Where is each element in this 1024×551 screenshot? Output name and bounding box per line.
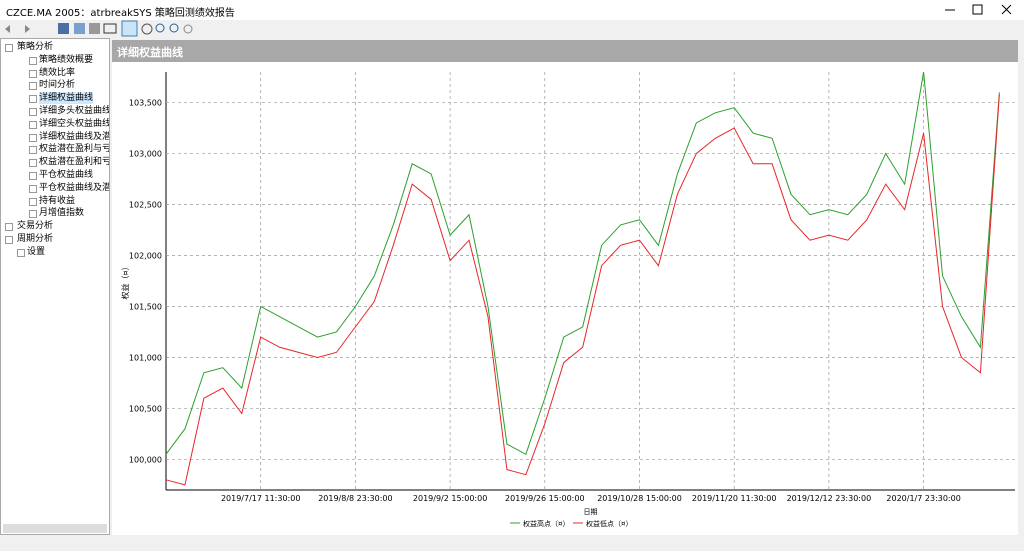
tree-icon: [29, 56, 37, 65]
tree-item[interactable]: 绩效比率: [39, 67, 76, 78]
panel-header: 详细权益曲线: [112, 40, 1018, 62]
tree-item[interactable]: 月增值指数: [39, 208, 85, 219]
expander: [5, 44, 13, 52]
x-tick-label: 2019/8/8 23:30:00: [318, 494, 392, 503]
tree-item[interactable]: 时间分析: [39, 80, 76, 91]
tree-item[interactable]: 详细权益曲线: [39, 92, 94, 105]
tree-icon: [29, 210, 37, 219]
x-tick-label: 2019/7/17 11:30:00: [221, 494, 301, 503]
window-title: CZCE.MA 2005：atrbreakSYS 策略回测绩效报告: [6, 8, 235, 19]
y-tick-label: 100,000: [129, 455, 162, 464]
tree-item[interactable]: 权益潜在盈利和亏损: [39, 157, 109, 168]
y-tick-label: 101,000: [129, 353, 162, 362]
tree-icon: [29, 95, 37, 104]
legend-label: 权益低点（¤）: [586, 519, 632, 528]
pan-button[interactable]: [141, 23, 153, 35]
maximize[interactable]: [972, 4, 983, 15]
y-tick-label: 103,000: [129, 150, 162, 159]
tree-panel: 策略分析策略绩效概要 绩效比率时间分析 详细权益曲线 详细多头权益曲线 详细空头权益曲线…: [0, 38, 110, 535]
tree-item[interactable]: 策略绩效概要: [39, 54, 94, 65]
x-tick-label: 2019/9/2 15:00:00: [413, 494, 487, 503]
tree-item[interactable]: 设置: [27, 246, 46, 257]
y-tick-label: 103,500: [129, 99, 162, 108]
tree-icon: [29, 133, 37, 142]
tree-icon: [29, 120, 37, 129]
expander: [5, 236, 13, 244]
tree-item[interactable]: 详细权益曲线及潜在: [39, 131, 109, 142]
tree-icon: [29, 159, 37, 168]
expander: [5, 223, 13, 232]
tree-item[interactable]: 详细空头权益曲线: [39, 118, 110, 129]
legend-label: 权益高点（¤）: [523, 519, 569, 528]
nav-buttons[interactable]: [5, 25, 30, 33]
save-button[interactable]: [58, 23, 69, 34]
zoom-in-button[interactable]: [155, 23, 165, 33]
tree-group[interactable]: 策略分析: [17, 42, 54, 52]
title-bar: CZCE.MA 2005：atrbreakSYS 策略回测绩效报告: [0, 0, 1024, 20]
tree-icon: [29, 197, 37, 206]
x-axis-label: 日期: [584, 508, 598, 516]
close[interactable]: [1001, 4, 1012, 15]
tree-item[interactable]: 权益潜在盈利与亏损: [39, 144, 109, 155]
window-controls[interactable]: [930, 0, 1024, 20]
y-tick-label: 102,500: [129, 201, 162, 210]
tree-icon: [29, 82, 37, 91]
y-tick-label: 101,500: [129, 302, 162, 311]
tree-group[interactable]: 交易分析: [17, 221, 54, 232]
zoom-out-button[interactable]: [169, 23, 179, 33]
series-line: [165, 71, 1000, 456]
tree-icon: [29, 69, 37, 78]
tree-icon: [29, 184, 37, 193]
panel-title: 详细权益曲线: [117, 46, 183, 59]
tree-item[interactable]: 平仓权益曲线及潜在: [39, 182, 109, 193]
chart-background: [112, 62, 1018, 535]
x-tick-label: 2020/1/7 23:30:00: [886, 494, 960, 503]
tree-item[interactable]: 详细多头权益曲线: [39, 106, 110, 116]
tree-item[interactable]: 平仓权益曲线: [39, 170, 94, 180]
x-tick-label: 2019/11/20 11:30:00: [692, 494, 777, 503]
tree-icon: [29, 146, 37, 155]
y-axis-label: 权益（¤）: [120, 262, 130, 299]
copy-button[interactable]: [74, 23, 85, 34]
toolbar: [5, 20, 193, 37]
y-tick-label: 102,000: [129, 252, 162, 261]
pointer-button[interactable]: [121, 20, 138, 37]
x-tick-label: 2019/10/28 15:00:00: [597, 494, 682, 503]
tree-icon: [17, 248, 25, 257]
tree-icon: [29, 172, 37, 180]
x-tick-label: 2019/9/26 15:00:00: [505, 494, 585, 503]
tree-icon: [29, 108, 37, 116]
series-line: [165, 94, 1000, 486]
table-button[interactable]: [103, 23, 117, 34]
y-tick-label: 100,500: [129, 404, 162, 413]
tree-item[interactable]: 持有收益: [39, 195, 76, 206]
refresh-button[interactable]: [183, 24, 193, 34]
scrollbar[interactable]: [3, 524, 107, 533]
tree-group[interactable]: 周期分析: [17, 234, 54, 244]
x-tick-label: 2019/12/12 23:30:00: [787, 494, 872, 503]
print-button[interactable]: [89, 23, 100, 34]
